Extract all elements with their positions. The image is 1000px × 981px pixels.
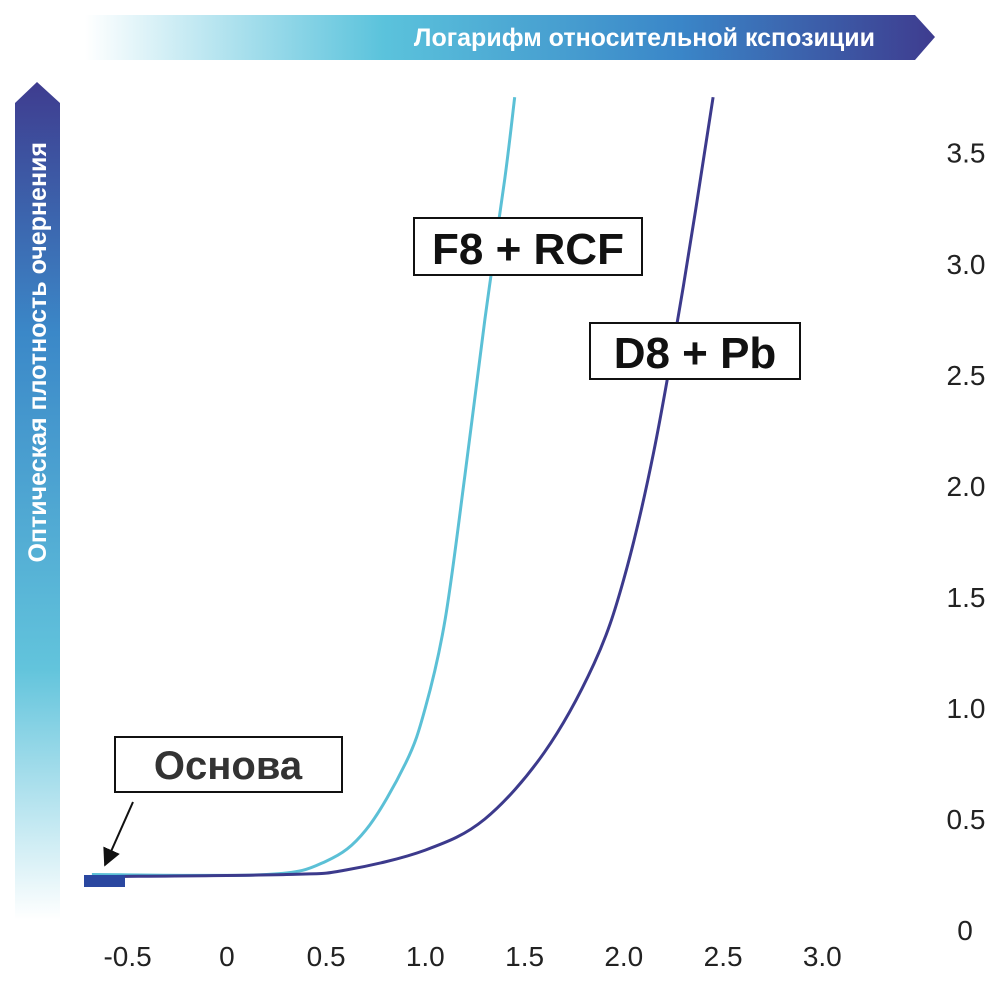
- y-axis-banner-arrow: [15, 82, 60, 920]
- x-tick-label: 0.5: [307, 941, 346, 972]
- y-tick-label: 0: [957, 915, 973, 946]
- y-axis-ticks: 0 0.5 1.0 1.5 2.0 2.5 3.0 3.5: [947, 138, 986, 946]
- label-d8-pb-box: [589, 322, 801, 380]
- x-tick-label: 3.0: [803, 941, 842, 972]
- label-d8-pb: D8 + Pb: [589, 322, 801, 380]
- y-tick-label: 2.0: [947, 471, 986, 502]
- x-axis-banner: Логарифм относительной кспозиции: [85, 15, 935, 60]
- label-base: Основа: [114, 736, 343, 793]
- y-axis-title: Оптическая плотность очернения: [24, 142, 52, 563]
- x-tick-label: -0.5: [103, 941, 151, 972]
- label-base-text: Основа: [154, 744, 303, 788]
- y-tick-label: 1.0: [947, 693, 986, 724]
- label-f8-rcf: F8 + RCF: [413, 217, 643, 276]
- x-tick-label: 2.5: [704, 941, 743, 972]
- x-axis-ticks: -0.5 0 0.5 1.0 1.5 2.0 2.5 3.0: [103, 941, 841, 972]
- x-tick-label: 1.5: [505, 941, 544, 972]
- base-arrow: [103, 801, 134, 867]
- label-f8-rcf-box: [413, 217, 643, 276]
- label-d8-pb-text: D8 + Pb: [614, 329, 777, 378]
- x-tick-label: 2.0: [604, 941, 643, 972]
- y-tick-label: 0.5: [947, 804, 986, 835]
- y-tick-label: 2.5: [947, 360, 986, 391]
- label-f8-rcf-text: F8 + RCF: [432, 225, 624, 274]
- base-marker: [84, 875, 125, 887]
- y-tick-label: 3.0: [947, 249, 986, 280]
- x-tick-label: 0: [219, 941, 235, 972]
- x-axis-title: Логарифм относительной кспозиции: [414, 24, 875, 52]
- label-base-box: [114, 736, 343, 793]
- x-axis-banner-arrow: [85, 15, 935, 60]
- x-tick-label: 1.0: [406, 941, 445, 972]
- y-axis-banner: Оптическая плотность очернения: [15, 82, 60, 920]
- y-tick-label: 3.5: [947, 138, 986, 169]
- y-tick-label: 1.5: [947, 582, 986, 613]
